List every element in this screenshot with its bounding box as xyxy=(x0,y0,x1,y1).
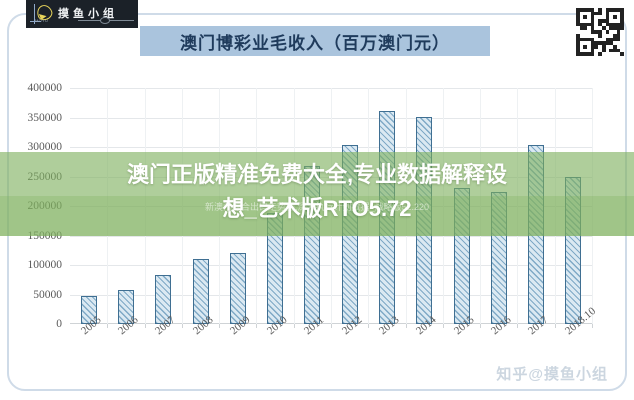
chart-title: 澳门博彩业毛收入（百万澳门元） xyxy=(140,26,490,56)
y-axis-tick-label: 300000 xyxy=(27,141,63,153)
bar xyxy=(229,252,246,324)
bar xyxy=(155,274,172,324)
overlay-headline: 澳门正版精准免费大全,专业数据解释设 想_艺术版RTO5.72 xyxy=(0,158,634,226)
y-axis-tick-label: 50000 xyxy=(33,288,62,301)
overlay-headline-line2: 想_艺术版RTO5.72 xyxy=(222,196,412,221)
overlay-band-secondary xyxy=(0,196,634,236)
brand-logo-badge: MOYU 摸鱼小组 xyxy=(26,0,138,28)
logo-subtext: MOYU xyxy=(35,18,49,23)
overlay-faint-text: 新澳门综合出码走势图,深入执行计划数据_战略版52.220 xyxy=(204,202,430,212)
x-axis-tick-mark xyxy=(331,324,332,328)
y-axis-tick-label: 100000 xyxy=(27,259,63,271)
y-axis-tick-label: 0 xyxy=(56,318,62,330)
y-axis-tick-label: 400000 xyxy=(27,82,63,94)
logo-divider-dot xyxy=(100,17,110,24)
x-axis-tick-mark xyxy=(293,324,295,328)
bar xyxy=(117,290,134,324)
x-axis-tick-mark xyxy=(219,324,221,328)
x-axis-tick-mark xyxy=(181,324,183,328)
moyu-fish-icon: MOYU xyxy=(30,2,55,26)
x-axis-tick-mark xyxy=(517,324,519,328)
logo-wordmark: 摸鱼小组 xyxy=(58,7,118,20)
x-axis-tick-mark xyxy=(405,324,407,328)
x-axis-tick-mark xyxy=(368,324,370,328)
x-axis-tick-mark xyxy=(592,324,593,328)
x-axis-tick-mark xyxy=(256,324,258,328)
x-axis-tick-mark xyxy=(442,324,444,328)
x-axis-tick-mark xyxy=(554,324,556,328)
x-axis-tick-mark xyxy=(144,324,146,328)
watermark: 知乎@摸鱼小组 xyxy=(496,366,608,383)
qr-code-icon xyxy=(576,8,624,56)
x-axis-tick-mark xyxy=(107,324,109,328)
bar xyxy=(80,296,97,324)
bar xyxy=(192,259,209,324)
y-axis-tick-label: 350000 xyxy=(27,111,63,124)
overlay-headline-line1: 澳门正版精准免费大全,专业数据解释设 xyxy=(126,162,508,187)
x-axis-tick-mark xyxy=(480,324,482,328)
overlay-band-primary xyxy=(0,152,634,236)
